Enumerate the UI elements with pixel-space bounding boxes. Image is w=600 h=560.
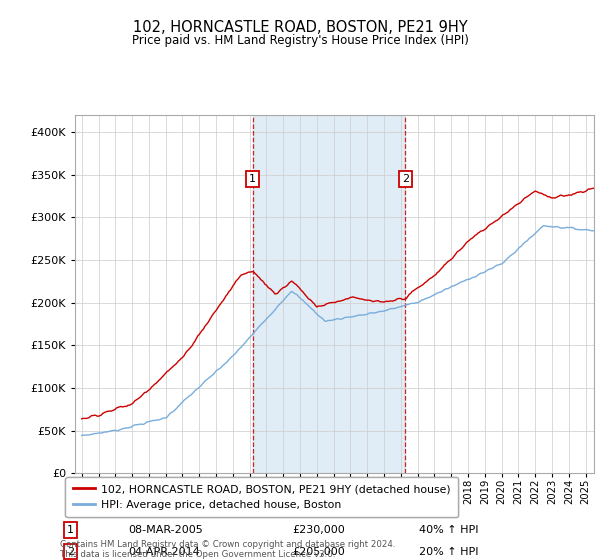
Text: 08-MAR-2005: 08-MAR-2005 [128, 525, 203, 535]
Text: Contains HM Land Registry data © Crown copyright and database right 2024.
This d: Contains HM Land Registry data © Crown c… [60, 540, 395, 559]
Text: 2: 2 [67, 547, 74, 557]
Text: 102, HORNCASTLE ROAD, BOSTON, PE21 9HY: 102, HORNCASTLE ROAD, BOSTON, PE21 9HY [133, 20, 467, 35]
Bar [253, 115, 406, 473]
Text: £205,000: £205,000 [292, 547, 345, 557]
Text: 40% ↑ HPI: 40% ↑ HPI [419, 525, 479, 535]
Text: £230,000: £230,000 [292, 525, 345, 535]
Text: 1: 1 [249, 174, 256, 184]
Text: 04-APR-2014: 04-APR-2014 [128, 547, 200, 557]
Text: Price paid vs. HM Land Registry's House Price Index (HPI): Price paid vs. HM Land Registry's House … [131, 34, 469, 46]
Text: 1: 1 [67, 525, 74, 535]
Text: 20% ↑ HPI: 20% ↑ HPI [419, 547, 479, 557]
Text: 2: 2 [402, 174, 409, 184]
Legend: 102, HORNCASTLE ROAD, BOSTON, PE21 9HY (detached house), HPI: Average price, det: 102, HORNCASTLE ROAD, BOSTON, PE21 9HY (… [65, 477, 458, 517]
